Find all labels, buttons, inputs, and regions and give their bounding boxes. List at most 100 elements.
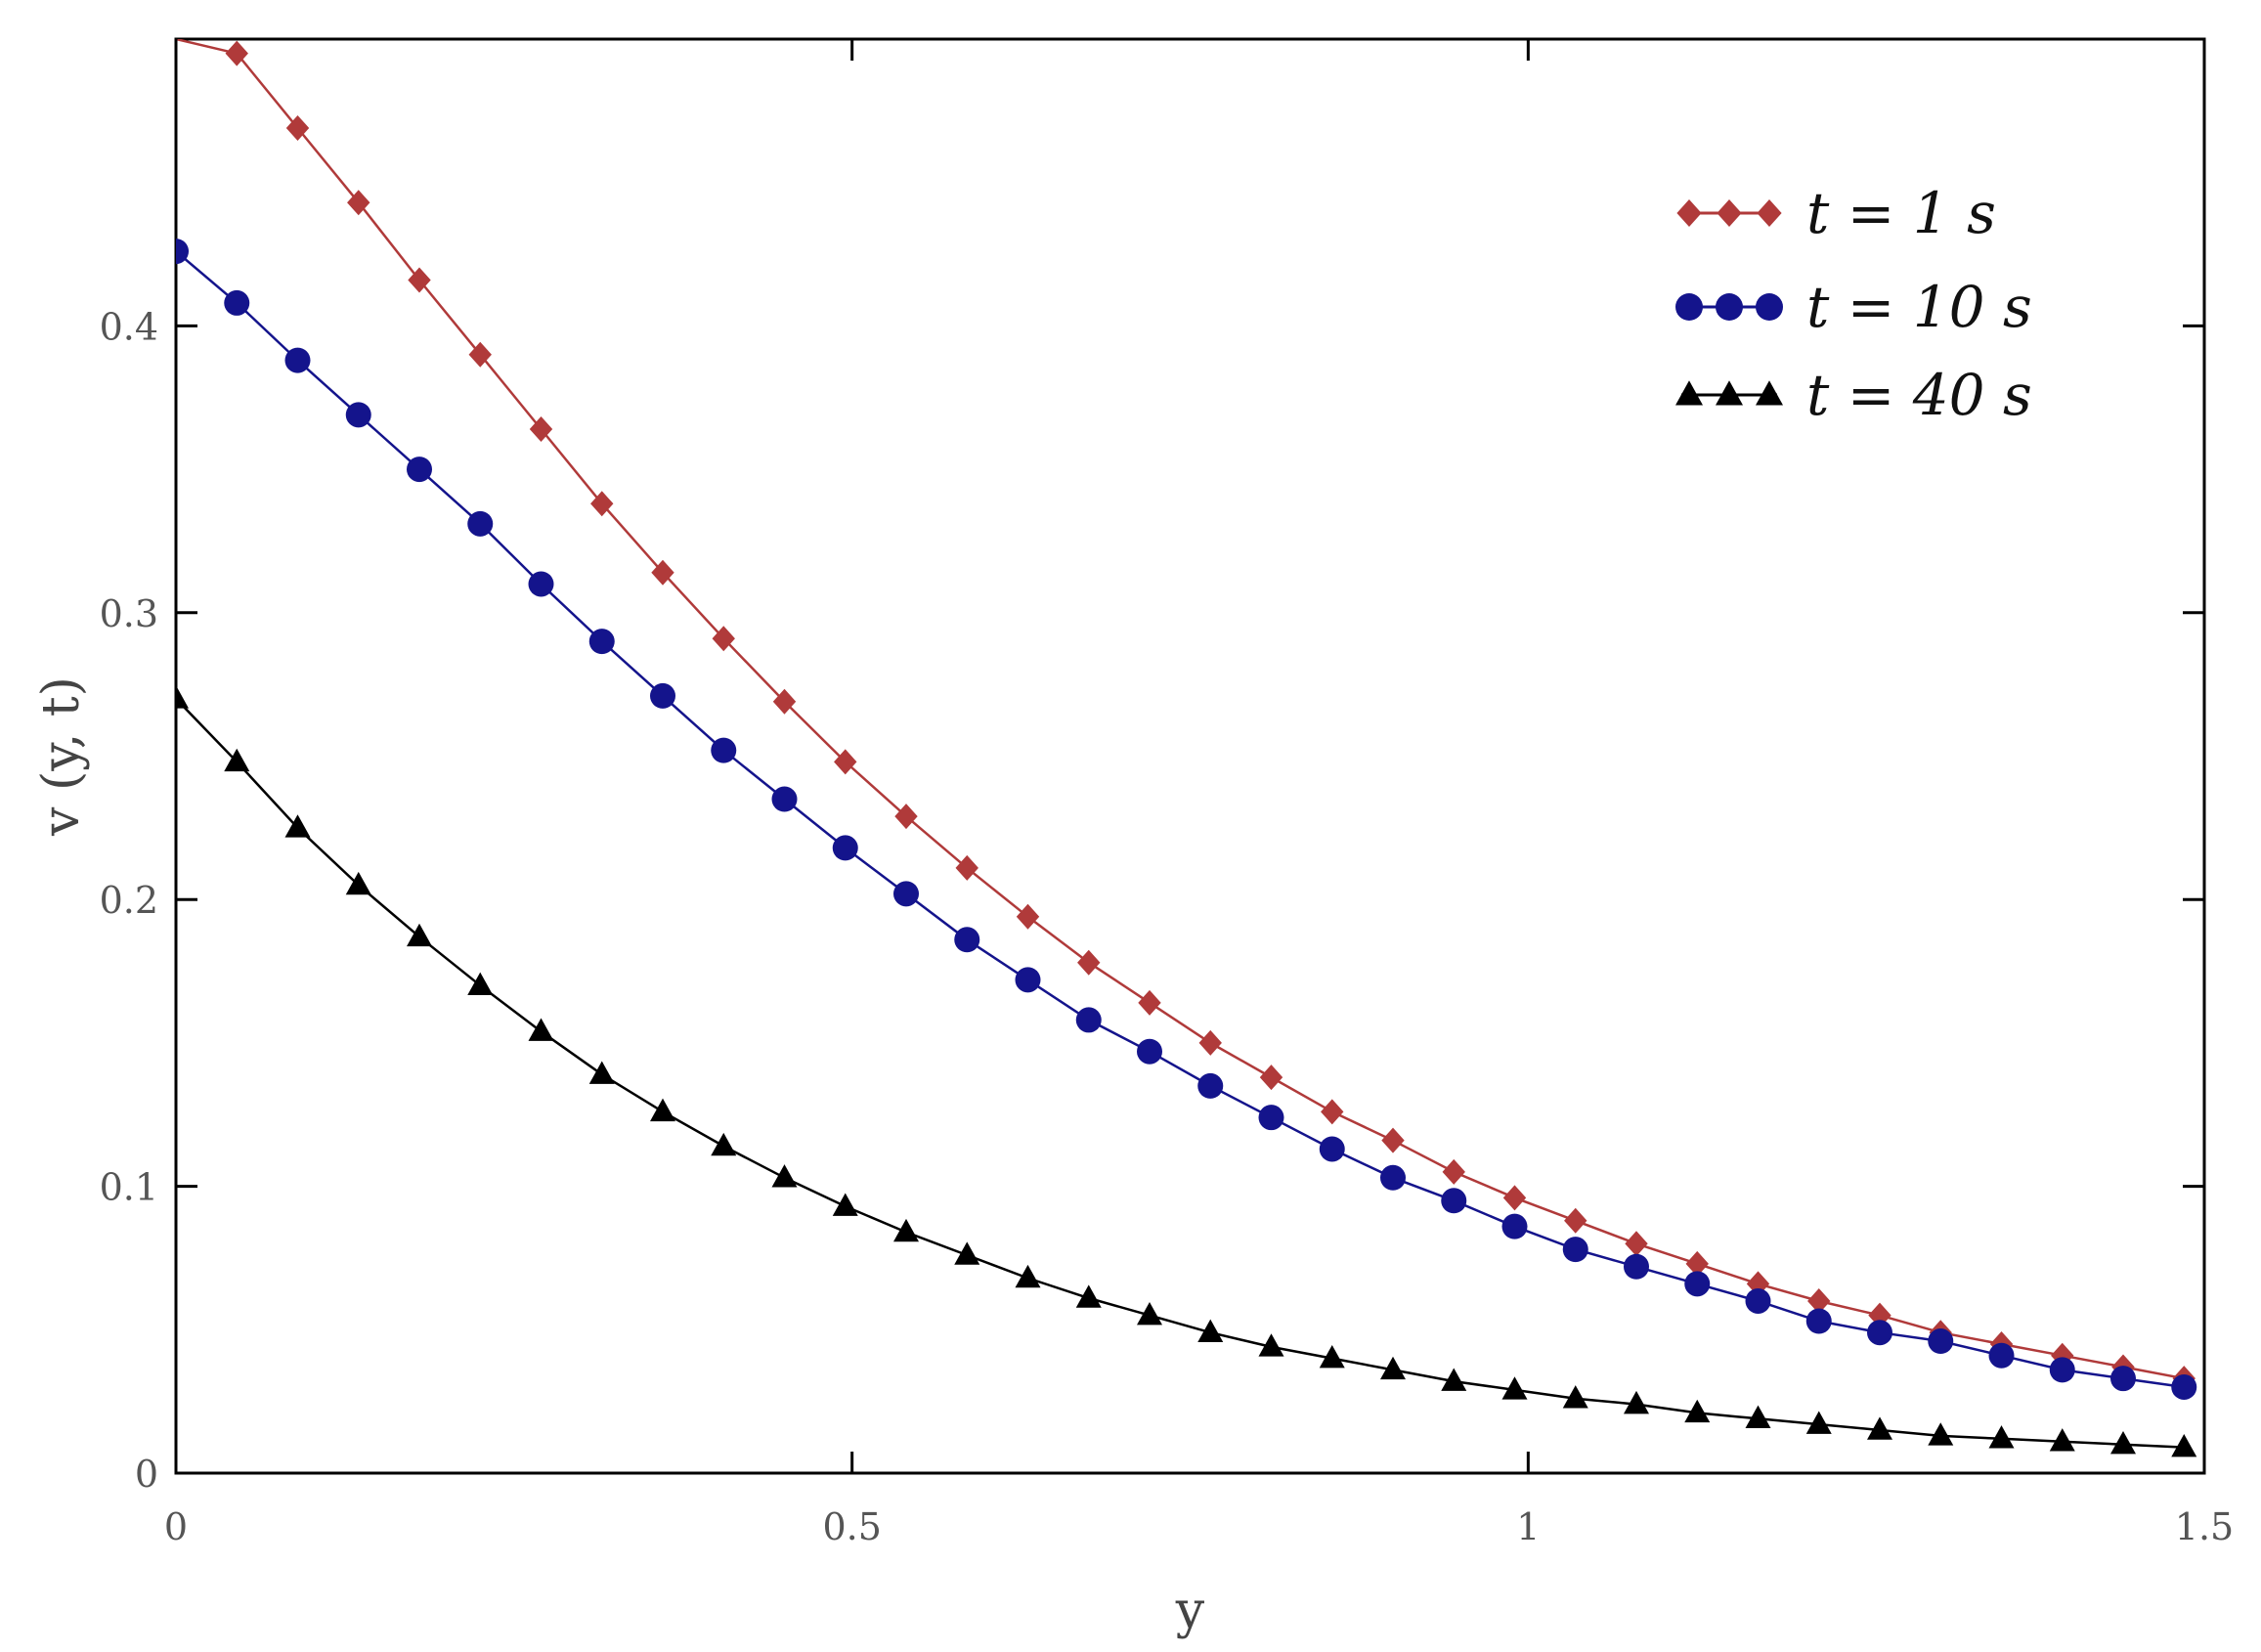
data-point: [1381, 1127, 1405, 1153]
data-point: [1684, 1399, 1711, 1423]
legend-marker: [1675, 293, 1703, 321]
data-point: [590, 491, 614, 517]
ticks: 0 0.5 1 1.5 0 0.1 0.2 0.3 0.4: [100, 39, 2234, 1548]
data-point: [1380, 1164, 1406, 1191]
data-point: [711, 1132, 737, 1156]
data-point: [2049, 1428, 2075, 1452]
data-point: [1805, 1411, 1832, 1434]
legend-marker: [1756, 293, 1783, 321]
y-tick-label: 0: [135, 1453, 158, 1496]
data-point: [1075, 1007, 1102, 1033]
legend-marker: [1757, 199, 1782, 227]
data-point: [1137, 1301, 1162, 1326]
data-point: [712, 626, 735, 652]
legend-marker: [1756, 380, 1783, 406]
legend-label: t = 10 s: [1806, 274, 2032, 340]
y-tick-label: 0.1: [100, 1166, 158, 1209]
data-point: [468, 341, 492, 368]
data-point: [1441, 1188, 1467, 1214]
series-line: [176, 697, 2185, 1449]
data-point: [1928, 1422, 1954, 1446]
data-point: [408, 267, 431, 293]
data-point: [467, 972, 494, 995]
data-point: [2049, 1357, 2075, 1383]
data-point: [224, 748, 250, 772]
data-point: [650, 1098, 675, 1122]
data-point: [1562, 1385, 1588, 1409]
series-line: [176, 39, 2185, 1380]
y-axis-label: v (y, t): [32, 676, 91, 837]
data-point: [1988, 1425, 2015, 1449]
data-point: [1928, 1328, 1954, 1355]
data-point: [1198, 1029, 1222, 1056]
data-point: [588, 629, 615, 655]
data-point: [1321, 1099, 1344, 1125]
data-point: [176, 239, 189, 265]
data-point: [650, 682, 675, 709]
data-point: [1501, 1213, 1528, 1239]
data-point: [954, 1241, 980, 1265]
data-point: [955, 854, 978, 881]
data-point: [1624, 1253, 1649, 1280]
data-point: [1259, 1065, 1283, 1091]
data-point: [1380, 1356, 1406, 1380]
data-point: [1564, 1207, 1587, 1234]
data-point: [954, 927, 980, 953]
data-point: [1319, 1136, 1345, 1162]
data-point: [893, 881, 919, 907]
plot-series: [176, 39, 2197, 1457]
data-point: [1319, 1344, 1345, 1369]
data-point: [284, 814, 311, 838]
data-point: [528, 1018, 554, 1041]
data-point: [1016, 903, 1040, 930]
data-point: [1442, 1158, 1465, 1185]
data-point: [1137, 1038, 1162, 1065]
y-tick-label: 0.3: [100, 592, 158, 635]
series-line: [176, 250, 2185, 1389]
x-tick-label: 1: [1516, 1505, 1540, 1548]
series-2: [176, 239, 2197, 1400]
data-point: [1015, 967, 1041, 993]
data-point: [834, 749, 857, 775]
legend-item: t = 10 s: [1675, 274, 2032, 340]
data-point: [407, 456, 432, 483]
data-point: [407, 923, 432, 947]
data-point: [284, 347, 311, 373]
data-point: [832, 1193, 858, 1216]
legend-label: t = 40 s: [1806, 362, 2032, 428]
legend: t = 1 s t = 10 s t = 40 s: [1675, 180, 2032, 428]
data-point: [2171, 1373, 2197, 1400]
data-point: [588, 1061, 615, 1084]
data-point: [893, 1218, 919, 1242]
data-point: [771, 786, 798, 812]
legend-label: t = 1 s: [1806, 180, 1996, 246]
data-point: [2171, 1433, 2197, 1457]
data-point: [894, 804, 918, 830]
data-point: [1867, 1320, 1892, 1346]
data-point: [528, 571, 554, 597]
data-point: [651, 559, 674, 586]
data-point: [1867, 1416, 1892, 1440]
data-point: [1624, 1390, 1649, 1414]
legend-marker: [1716, 293, 1743, 321]
data-point: [1258, 1105, 1284, 1131]
data-point: [529, 416, 553, 443]
data-point: [1805, 1308, 1832, 1334]
data-point: [2051, 1342, 2074, 1369]
legend-marker: [1675, 380, 1703, 406]
y-tick-label: 0.2: [100, 879, 158, 922]
data-point: [285, 114, 310, 141]
data-point: [1502, 1185, 1527, 1211]
data-point: [345, 402, 371, 428]
legend-item: t = 40 s: [1675, 362, 2032, 428]
data-point: [176, 685, 189, 709]
data-point: [1197, 1072, 1224, 1099]
data-point: [711, 737, 737, 763]
legend-marker: [1676, 199, 1702, 227]
data-point: [1685, 1250, 1709, 1277]
x-axis-label: y: [1175, 1582, 1205, 1640]
data-point: [1501, 1376, 1528, 1400]
x-tick-label: 1.5: [2175, 1505, 2234, 1548]
data-point: [467, 510, 494, 537]
